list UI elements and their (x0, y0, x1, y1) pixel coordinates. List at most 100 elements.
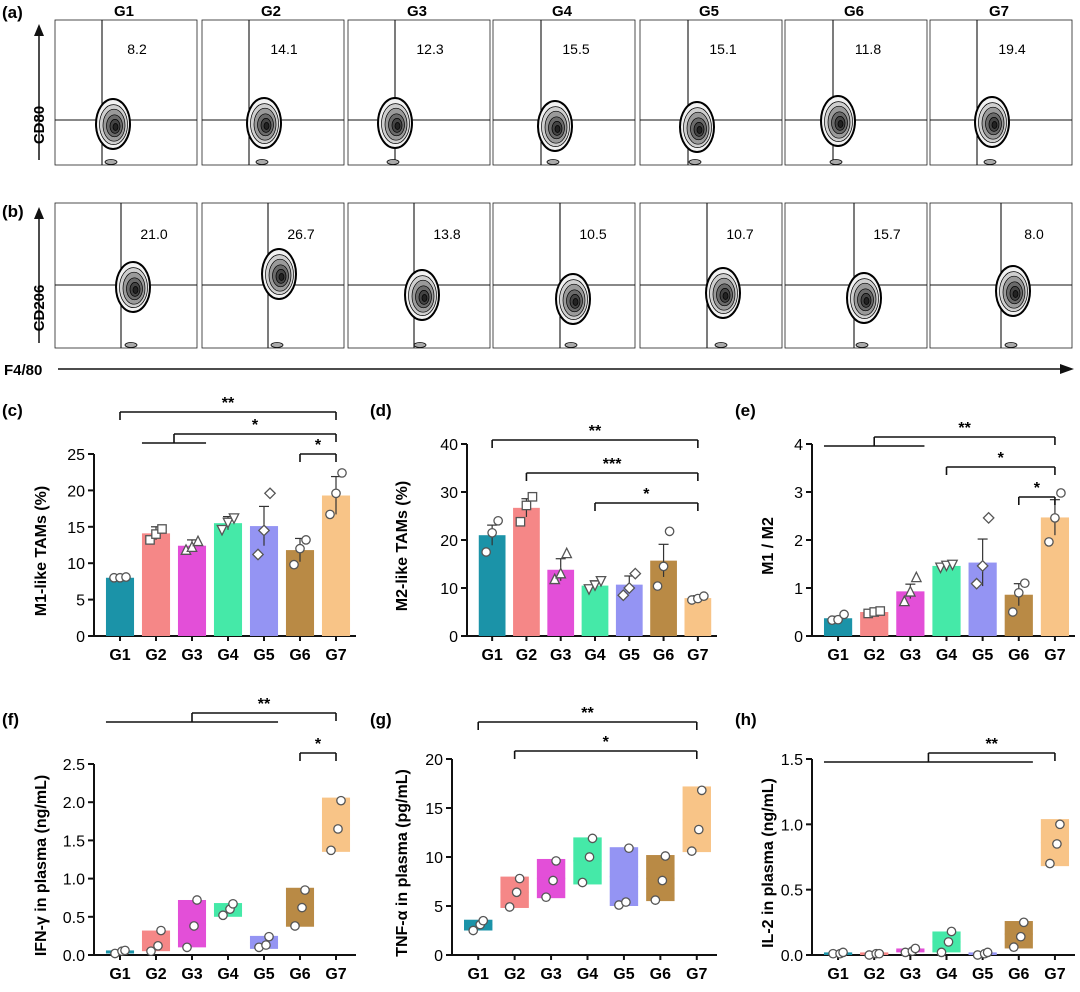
flow-contour-ring (278, 273, 285, 281)
flow-debris (270, 342, 284, 348)
flow-debris (564, 342, 578, 348)
data-point-diamond (257, 524, 271, 537)
flow-plot-a-g2: 14.1 (201, 19, 345, 166)
flow-group-label-g6: G6 (844, 3, 864, 20)
flow-plot-a-g1: 8.2 (54, 19, 198, 166)
flow-percentage-g3: 13.8 (433, 226, 460, 242)
chart-ytick-label: 20 (440, 533, 458, 550)
chart-panel-c: (c) M1-like TAMs (%) 0 5 10 15 20 25 G1 G2 G3 G4 G5 G… (2, 395, 356, 664)
flow-percentage-g4: 15.5 (562, 41, 589, 57)
data-point-circle (652, 581, 663, 591)
flow-contour-density (377, 97, 413, 149)
chart-xtick-label: G3 (540, 966, 561, 983)
data-point-circle (936, 947, 947, 958)
chart-ytick-label: 1.5 (781, 752, 803, 769)
flow-percentage-g6: 11.8 (855, 41, 881, 57)
chart-xtick-label: G1 (109, 966, 130, 983)
flow-contour-ring (394, 122, 401, 130)
flow-cytometry-panels: G1 G2 G3 G4 G5 G6 G7 (a) CD80 8.2 14.1 12.3 15.5 15.1… (2, 3, 1074, 379)
chart-ytick-label: 5 (76, 593, 85, 610)
data-point-circle (337, 468, 347, 478)
data-point-circle (326, 845, 336, 856)
flow-plot-b-g3: 13.8 (347, 202, 491, 349)
flow-contour-ring (112, 123, 119, 131)
chart-ytick-label: 0 (434, 948, 443, 965)
chart-xtick-label: G2 (864, 966, 885, 983)
chart-xtick-label: G6 (289, 966, 310, 983)
data-point-circle (833, 614, 843, 625)
flow-contour-ring (991, 121, 998, 129)
chart-panel-g: (g) TNF-α in plasma (pg/mL) 0 5 10 15 20 G1 G2 G3… (370, 705, 717, 983)
chart-xtick-label: G7 (1044, 966, 1065, 983)
data-point-circle (487, 527, 497, 538)
data-point-circle (182, 942, 192, 953)
data-point-square (527, 491, 538, 502)
data-point-triangle-down (589, 580, 601, 592)
flow-plot-b-g7: 8.0 (929, 202, 1073, 349)
flow-percentage-g5: 15.1 (709, 41, 736, 57)
flow-debris (855, 342, 869, 348)
chart-xtick-label: G1 (468, 966, 489, 983)
chart-ytick-label: 2.0 (63, 795, 85, 812)
data-point-circle (297, 902, 307, 913)
flow-group-label-g4: G4 (552, 3, 573, 20)
data-point-diamond (617, 589, 630, 602)
flow-debris (413, 342, 427, 348)
data-point-circle (1055, 819, 1065, 830)
flow-plot-b-g4: 10.5 (492, 202, 636, 349)
data-point-circle (696, 785, 707, 796)
chart-xtick-label: G1 (481, 647, 502, 664)
chart-xtick-label: G3 (550, 647, 571, 664)
data-point-circle (333, 824, 343, 834)
data-point-circle (468, 925, 479, 936)
data-point-circle (650, 895, 661, 905)
flow-plot-frame (492, 202, 636, 349)
chart-ytick-label: 0.0 (63, 948, 85, 965)
data-point-square (151, 529, 161, 539)
flow-debris (124, 342, 138, 348)
significance-label: ** (985, 736, 998, 753)
data-point-square (875, 606, 886, 616)
chart-ytick-label: 4 (794, 437, 803, 454)
flow-group-label-g2: G2 (261, 3, 281, 20)
data-point-circle (301, 535, 311, 545)
flow-contour-density (679, 101, 715, 153)
chart-ytick-label: 0 (794, 629, 803, 646)
chart-ytick-label: 15 (67, 520, 85, 537)
data-point-square (145, 535, 155, 545)
data-point-triangle-down (595, 575, 607, 588)
flow-contour-density (995, 265, 1031, 317)
flow-percentage-g2: 26.7 (287, 226, 314, 242)
data-point-circle (478, 915, 489, 926)
chart-xtick-label: G4 (217, 647, 238, 664)
data-point-circle (982, 947, 993, 958)
chart-xtick-label: G2 (145, 647, 166, 664)
flow-contour-ring (421, 294, 428, 302)
data-point-circle (261, 940, 271, 950)
data-point-diamond (251, 548, 265, 561)
chart-xtick-label: G6 (289, 647, 310, 664)
data-point-square (521, 500, 532, 511)
chart-xtick-label: G7 (687, 647, 708, 664)
data-point-circle (943, 937, 954, 947)
flow-plot-frame (54, 19, 198, 166)
flow-ylabel-a: CD80 (31, 106, 48, 144)
data-point-circle (658, 561, 669, 572)
flow-percentage-g4: 10.5 (579, 226, 606, 242)
data-point-circle (699, 591, 709, 602)
data-point-circle (551, 856, 561, 866)
chart-ylabel: M1-like TAMs (%) (33, 486, 50, 616)
data-point-square (157, 524, 167, 534)
data-point-triangle-down (583, 584, 595, 596)
flow-contour-density (555, 273, 591, 325)
flow-debris (255, 159, 269, 165)
chart-letter: (f) (2, 710, 19, 729)
chart-xtick-label: G2 (864, 647, 885, 664)
flow-plot-a-g4: 15.5 (492, 19, 636, 166)
flow-contour-ring (837, 120, 844, 128)
flow-plot-a-g6: 11.8 (784, 19, 928, 166)
data-point-circle (664, 526, 675, 537)
chart-xtick-label: G4 (577, 966, 598, 983)
